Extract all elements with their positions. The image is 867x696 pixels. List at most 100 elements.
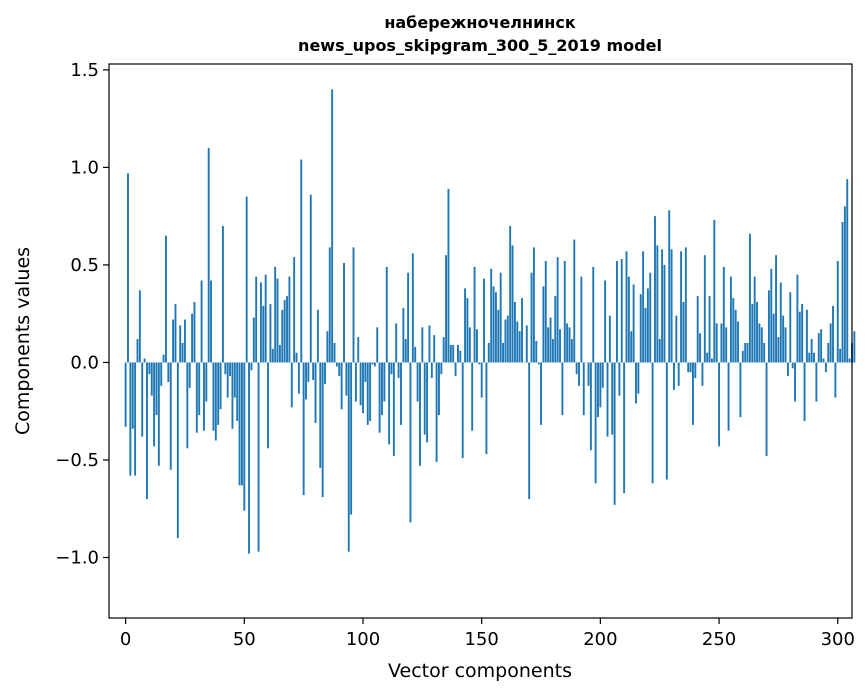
bar-54 — [252, 317, 255, 363]
bar-224 — [656, 245, 659, 363]
bar-6 — [138, 290, 141, 363]
bar-217 — [639, 294, 642, 363]
bar-234 — [680, 251, 683, 363]
bar-78 — [309, 194, 312, 363]
bar-50 — [243, 362, 246, 511]
bar-84 — [324, 362, 326, 384]
bar-227 — [663, 264, 666, 363]
bar-126 — [423, 362, 426, 435]
bar-278 — [784, 327, 787, 363]
bar-130 — [433, 335, 436, 363]
bar-178 — [547, 327, 550, 363]
bar-291 — [815, 362, 818, 402]
bar-70 — [290, 362, 293, 408]
bar-11 — [150, 362, 153, 396]
bar-113 — [392, 362, 395, 457]
bar-212 — [627, 276, 630, 363]
bar-226 — [661, 249, 664, 363]
bar-236 — [684, 247, 687, 363]
bar-231 — [673, 362, 675, 390]
bar-187 — [568, 327, 571, 363]
bar-252 — [722, 266, 725, 363]
bar-100 — [362, 362, 364, 414]
bar-228 — [665, 362, 668, 480]
bar-169 — [525, 325, 528, 363]
bar-36 — [210, 280, 213, 363]
bar-280 — [789, 292, 792, 363]
chart-title-line-1: набережночелнинск — [384, 13, 576, 32]
bar-205 — [611, 362, 614, 435]
x-tick-label-250: 250 — [702, 629, 736, 650]
bar-201 — [601, 362, 604, 388]
bar-197 — [592, 266, 595, 363]
bar-203 — [606, 362, 609, 437]
bar-258 — [737, 321, 740, 363]
bar-96 — [352, 247, 355, 363]
y-tick-label-0: 1.5 — [70, 60, 99, 81]
bar-247 — [711, 358, 713, 363]
bar-43 — [226, 362, 229, 398]
bar-110 — [385, 266, 388, 363]
bar-267 — [758, 323, 761, 363]
bar-63 — [274, 266, 277, 363]
bar-294 — [822, 358, 825, 363]
bar-56 — [257, 362, 260, 552]
bar-181 — [554, 296, 557, 363]
bar-193 — [582, 362, 585, 416]
bar-166 — [518, 331, 521, 363]
bar-268 — [760, 327, 763, 363]
bar-162 — [509, 225, 512, 363]
bar-307 — [853, 331, 856, 363]
bar-257 — [734, 309, 737, 363]
bar-150 — [480, 362, 483, 398]
bar-186 — [566, 323, 569, 363]
bar-92 — [343, 262, 345, 363]
bar-62 — [271, 348, 274, 363]
bar-7 — [141, 362, 144, 437]
bar-124 — [419, 362, 421, 466]
bar-72 — [295, 352, 298, 363]
bar-102 — [366, 362, 369, 425]
bar-152 — [485, 362, 488, 455]
bar-272 — [770, 268, 773, 363]
bar-225 — [658, 339, 661, 363]
bar-134 — [442, 337, 445, 363]
y-axis-ticks: 1.5 1.0 0.5 0.0 −0.5 −1.0 — [55, 60, 109, 569]
bar-34 — [205, 362, 208, 402]
bar-38 — [214, 362, 217, 441]
bar-265 — [753, 276, 756, 363]
bar-75 — [302, 362, 305, 496]
bar-132 — [438, 362, 440, 416]
chart-title-line-2: news_upos_skipgram_300_5_2019 model — [298, 36, 662, 55]
bar-77 — [307, 362, 310, 382]
bar-37 — [212, 362, 215, 431]
bar-163 — [511, 245, 514, 363]
bar-17 — [165, 235, 167, 363]
y-tick-label-1: 1.0 — [70, 157, 99, 178]
bar-204 — [608, 315, 611, 363]
bar-266 — [756, 301, 758, 363]
bar-192 — [580, 276, 583, 363]
bar-173 — [535, 341, 538, 363]
bar-208 — [618, 362, 621, 396]
bar-135 — [445, 255, 448, 363]
bars-group — [124, 89, 856, 554]
bar-151 — [483, 278, 486, 363]
bar-105 — [373, 362, 376, 367]
bar-16 — [162, 354, 165, 363]
bar-283 — [796, 274, 799, 363]
bar-123 — [416, 362, 419, 402]
bar-221 — [649, 272, 652, 363]
bar-293 — [820, 329, 823, 363]
bar-206 — [613, 362, 616, 505]
bar-44 — [229, 362, 232, 377]
bar-184 — [561, 362, 564, 416]
bar-5 — [136, 339, 139, 363]
bar-282 — [794, 362, 796, 402]
bar-288 — [808, 352, 811, 363]
bar-164 — [513, 301, 516, 363]
bar-250 — [718, 362, 721, 447]
bar-35 — [207, 147, 210, 363]
bar-246 — [708, 296, 711, 363]
